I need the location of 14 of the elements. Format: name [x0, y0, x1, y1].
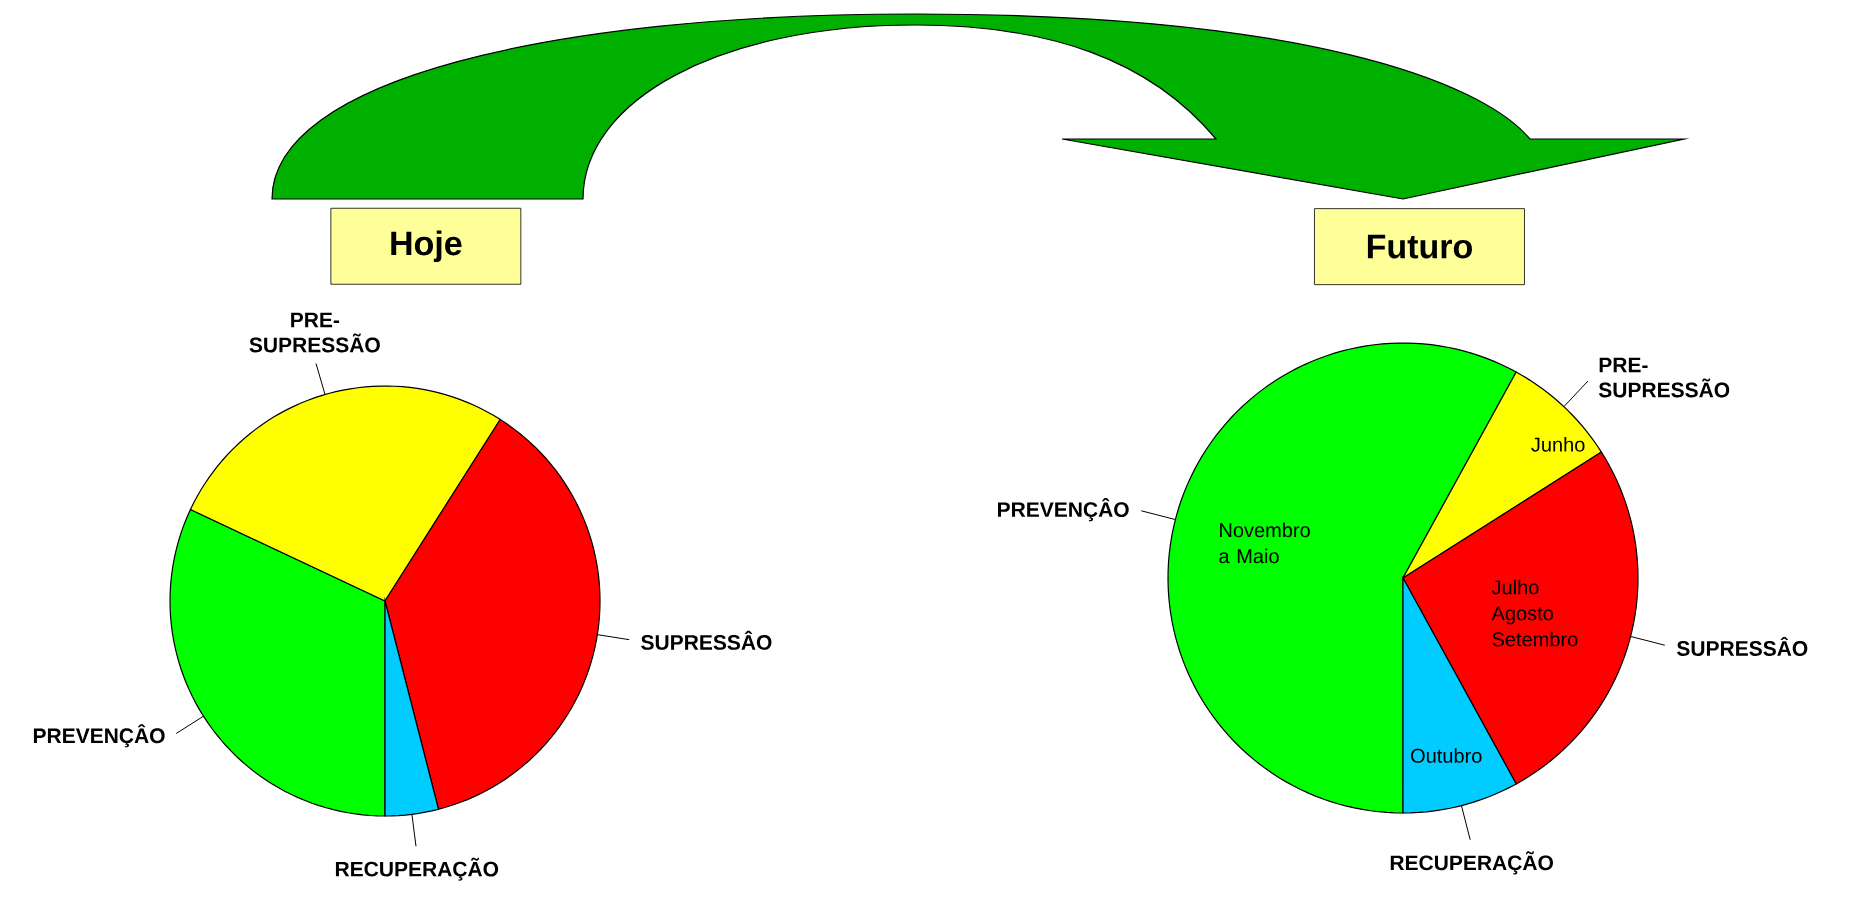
data-label: Novembro a Maio [1219, 522, 1310, 564]
slice-label: SUPRESSÂO [1676, 636, 1808, 656]
slice-label: PRE-SUPRESSÃO [249, 312, 380, 353]
slice-label: PREVENÇÂO [33, 724, 165, 748]
slice-label: RECUPERAÇÃO [335, 857, 499, 881]
slice-label: RECUPERAÇÃO [1390, 851, 1553, 875]
chart-title: Futuro [1367, 234, 1472, 259]
data-label: Junho [1531, 437, 1585, 452]
chart-title: Hoje [391, 230, 462, 263]
data-label: Julho Agosto Setembro [1491, 579, 1578, 647]
slice-label: SUPRESSÂO [641, 630, 772, 650]
slice-label: PRE-SUPRESSÃO [1598, 357, 1730, 398]
data-label: Outubro [1411, 748, 1482, 763]
slice-label: PREVENÇÂO [998, 498, 1129, 522]
